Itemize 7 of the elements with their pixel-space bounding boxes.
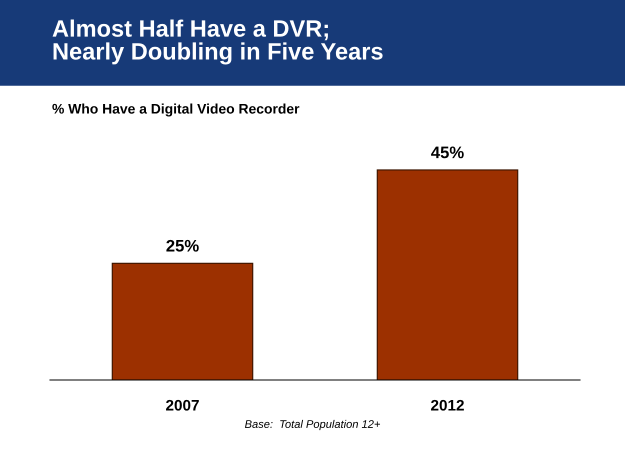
text: Base: Total Population 12+	[244, 420, 380, 430]
x-tick-label: 2012	[431, 400, 464, 411]
data-label: 45%	[431, 146, 464, 158]
chart-subtitle: % Who Have a Digital Video Recorder	[52, 103, 300, 117]
data-label: 25%	[166, 240, 199, 252]
chart-title: Almost Half Have a DVR; Nearly Doubling in Five Years	[52, 20, 383, 64]
x-tick-label: 2007	[166, 400, 199, 411]
